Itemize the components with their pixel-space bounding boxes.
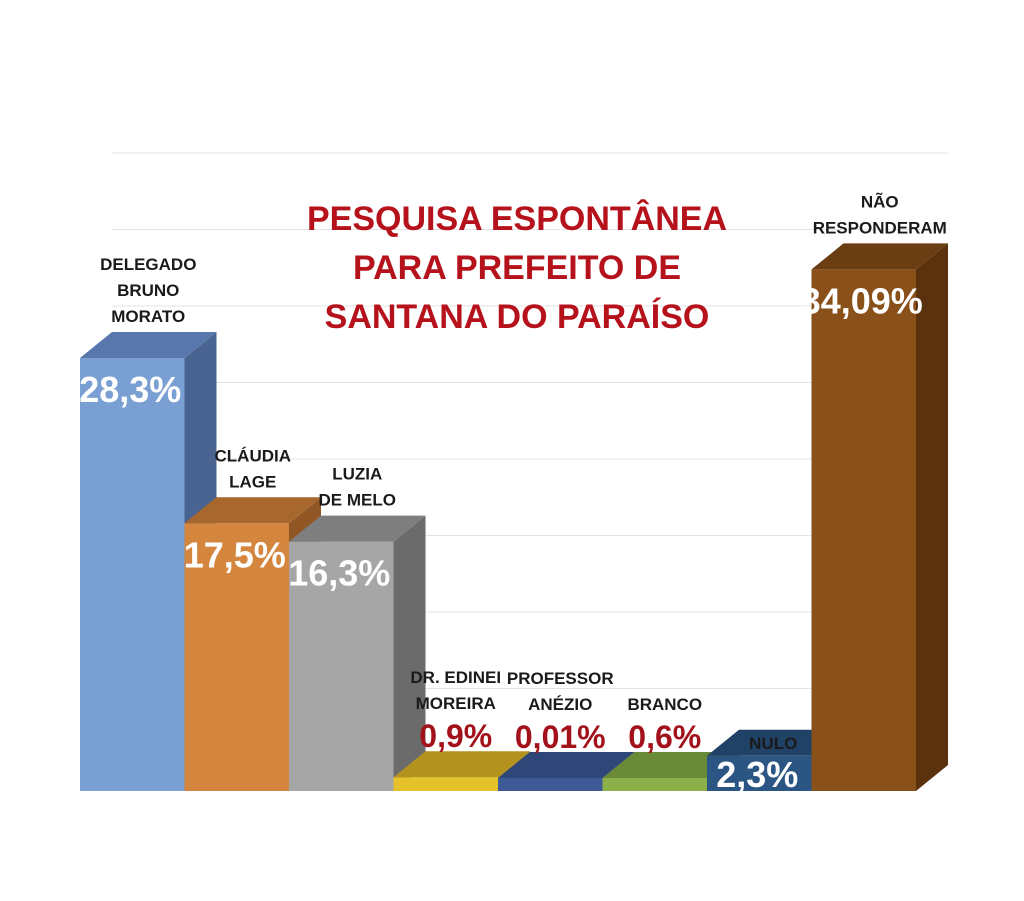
title-line-2: PARA PREFEITO DE (353, 249, 681, 287)
bar-top (289, 515, 426, 542)
bar-top (393, 751, 530, 778)
bar-group (80, 332, 217, 791)
data-label: 34,09% (801, 280, 923, 321)
bars: 28,3% DELEGADO BRUNO MORATO 17,5% CLÁUDIA LAGE… (79, 191, 948, 795)
bar (393, 777, 498, 791)
bar (602, 778, 707, 791)
bar-group (289, 515, 426, 791)
data-label: 0,6% (628, 719, 701, 755)
category-label: NULO (749, 734, 797, 753)
category-label: LAGE (229, 472, 276, 491)
bar-top (184, 497, 321, 524)
category-label: BRANCO (627, 695, 702, 714)
bar-top (498, 752, 635, 778)
bar-top (602, 752, 739, 778)
bar-side (393, 515, 426, 791)
category-label: CLÁUDIA (215, 446, 292, 465)
bar-side (916, 243, 948, 792)
bar (289, 541, 394, 791)
bar (80, 358, 185, 791)
category-label: BRUNO (117, 281, 179, 300)
category-label: DE MELO (319, 491, 396, 510)
chart-title: PESQUISA ESPONTÂNEA PARA PREFEITO DE SAN… (307, 200, 727, 336)
bar (811, 269, 916, 792)
category-label: MORATO (111, 307, 185, 326)
data-label: 16,3% (288, 553, 390, 594)
category-label: ANÉZIO (528, 695, 592, 714)
category-label: LUZIA (332, 465, 382, 484)
bar-top (707, 729, 844, 756)
bar-group (811, 243, 948, 792)
bar-top (80, 332, 217, 359)
category-label: RESPONDERAM (813, 218, 947, 237)
bar (184, 523, 289, 791)
category-label: MOREIRA (416, 694, 496, 713)
category-label: PROFESSOR (507, 669, 614, 688)
category-label: DR. EDINEI (410, 668, 501, 687)
data-label: 0,9% (419, 718, 492, 754)
title-line-3: SANTANA DO PARAÍSO (325, 298, 710, 336)
bar (498, 778, 603, 791)
data-label: 17,5% (184, 534, 286, 575)
category-label: DELEGADO (100, 255, 196, 274)
title-line-1: PESQUISA ESPONTÂNEA (307, 200, 727, 238)
data-label: 0,01% (515, 719, 606, 755)
bar-top (811, 243, 948, 270)
data-label: 28,3% (79, 369, 181, 410)
category-label: NÃO (861, 191, 899, 211)
data-label: 2,3% (716, 754, 798, 795)
bar (707, 755, 812, 791)
